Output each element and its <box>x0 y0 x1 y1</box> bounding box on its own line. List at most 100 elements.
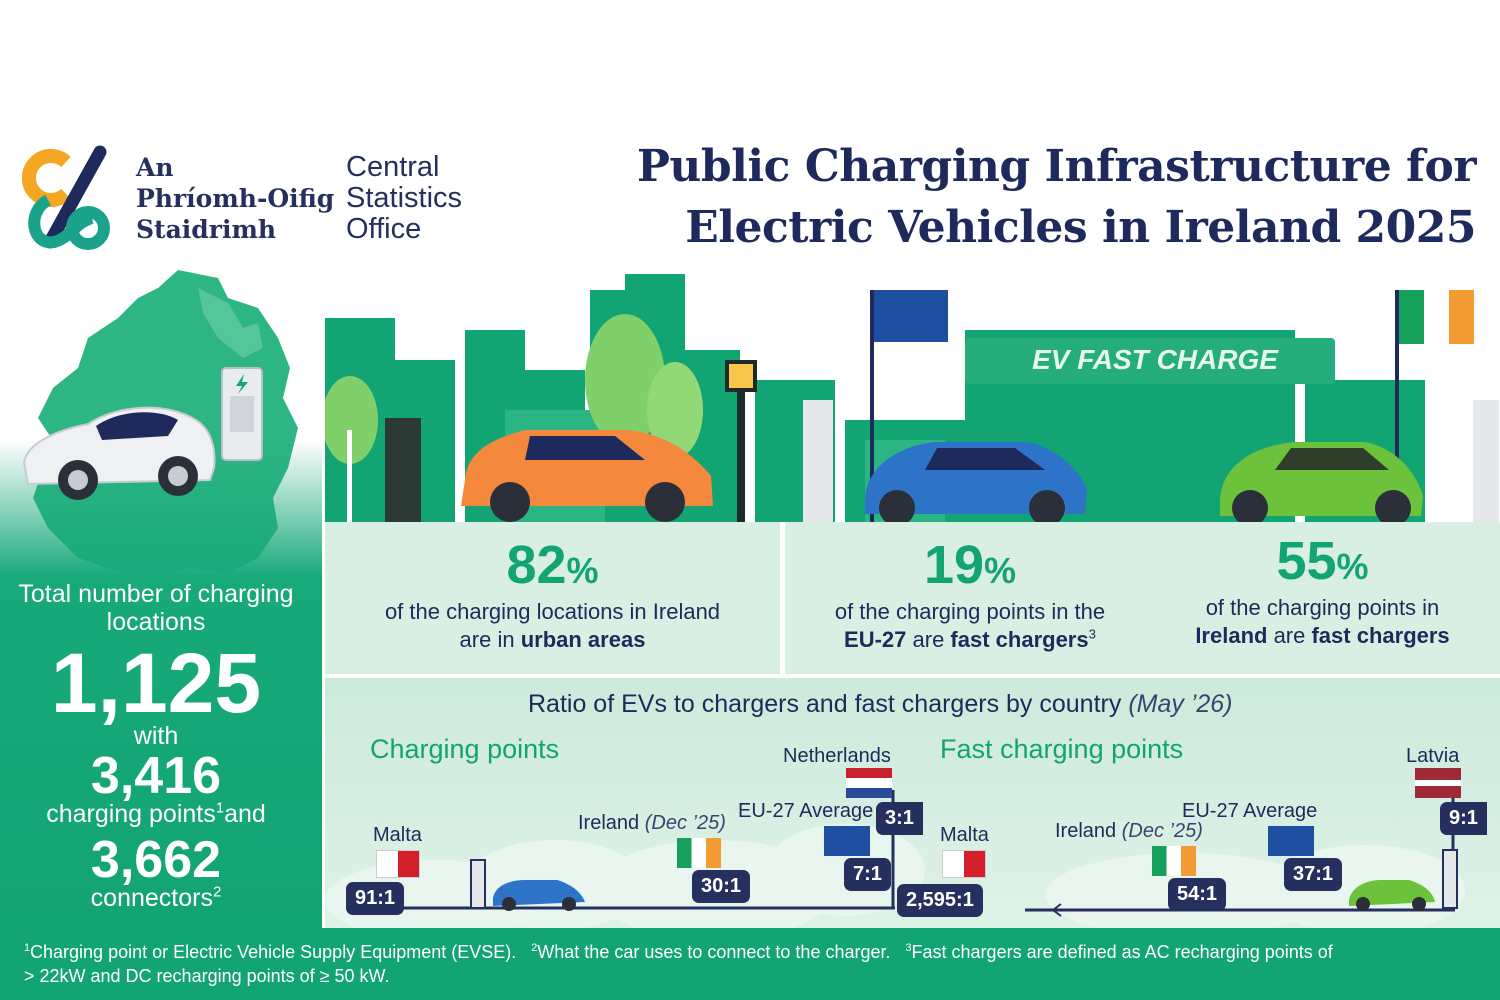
footnote-number: 2 <box>531 942 538 954</box>
title-line: Public Charging Infrastructure for <box>636 141 1477 192</box>
stat-card-urban: 82% of the charging locations in Ireland… <box>325 522 780 674</box>
country-label-netherlands: Netherlands <box>783 745 891 767</box>
stat-desc-bold: fast chargers <box>950 627 1089 652</box>
header <box>0 0 1500 100</box>
country-label-ireland: Ireland (Dec ’25) <box>1055 820 1203 843</box>
stat-desc-text: are <box>906 627 951 652</box>
connectors-label-text: connectors <box>90 884 213 912</box>
title-line: Electric Vehicles in Ireland 2025 <box>685 202 1476 253</box>
stat-description: of the charging points in Ireland are fa… <box>1145 594 1500 650</box>
logo-english-name: Central Statistics Office <box>346 152 462 245</box>
footnote-ref: 3 <box>1088 626 1096 642</box>
cso-logo-icon <box>22 145 110 250</box>
logo-irish-line: Phríomh-Oifig <box>136 184 335 213</box>
footnote-text: What the car uses to connect to the char… <box>537 942 891 962</box>
logo-irish-line: An <box>136 153 174 182</box>
white-car-illustration <box>22 406 216 500</box>
stat-description: of the charging locations in Ireland are… <box>325 598 780 654</box>
stat-unit: % <box>566 550 599 591</box>
ratio-value-malta-fast: 2,595:1 <box>897 884 983 917</box>
footnote-text: > 22kW and DC recharging points of ≥ 50 … <box>24 966 390 986</box>
ratio-title-text: Ratio of EVs to chargers and fast charge… <box>528 690 1122 718</box>
eu-flag-icon <box>824 826 870 856</box>
ireland-flag-icon <box>677 838 721 868</box>
country-note: (Dec ’25) <box>1121 820 1203 842</box>
country-label-latvia: Latvia <box>1406 745 1460 767</box>
ratio-value-malta: 91:1 <box>346 882 405 915</box>
country-label-malta: Malta <box>940 824 989 846</box>
footer: 1Charging point or Electric Vehicle Supp… <box>0 928 1500 1000</box>
stat-value: 82% <box>325 534 780 596</box>
stat-desc-line: EU-27 are fast chargers3 <box>785 626 1155 654</box>
ratio-title: Ratio of EVs to chargers and fast charge… <box>528 690 1233 719</box>
stat-value: 19% <box>785 534 1155 596</box>
page-title: Public Charging Infrastructure for Elect… <box>576 136 1477 258</box>
stat-desc-line: of the charging points in the <box>834 599 1106 624</box>
logo-english-line: Statistics <box>346 182 463 214</box>
stat-desc-line: of the charging points in <box>1205 595 1440 620</box>
logo-english-line: Central <box>346 151 440 183</box>
country-label-ireland: Ireland (Dec ’25) <box>578 812 726 835</box>
locations-label: Total number of charging locations <box>0 580 317 636</box>
points-label: charging points1and <box>0 800 317 829</box>
stat-desc-line: Ireland are fast chargers <box>1145 622 1500 650</box>
ratio-value-ireland: 30:1 <box>692 870 751 903</box>
stat-description: of the charging points in the EU-27 are … <box>785 598 1155 654</box>
wall-charger-icon <box>221 367 263 461</box>
country-note: (Dec ’25) <box>644 812 726 834</box>
logo-english-line: Office <box>346 213 422 245</box>
footnote-number: 1 <box>24 942 31 954</box>
footnotes: 1Charging point or Electric Vehicle Supp… <box>24 940 1464 988</box>
footnote-number: 3 <box>905 942 912 954</box>
country-name: Ireland <box>578 812 640 834</box>
eu-flag-icon <box>1268 826 1314 856</box>
stat-number: 82 <box>506 535 567 595</box>
stat-desc-text: are in <box>459 627 521 652</box>
ratio-value-ireland-fast: 54:1 <box>1168 878 1227 911</box>
stat-desc-line: of the charging locations in Ireland <box>384 599 721 624</box>
footnote-ref: 1 <box>215 799 225 817</box>
footnote-text: Charging point or Electric Vehicle Suppl… <box>30 942 517 962</box>
malta-flag-icon <box>376 850 420 878</box>
ratio-title-note: (May ’26) <box>1128 690 1233 718</box>
stat-desc-bold: fast chargers <box>1311 623 1450 648</box>
ratio-value-eu27-fast: 37:1 <box>1284 858 1343 891</box>
stat-number: 55 <box>1276 531 1337 591</box>
charging-points-heading: Charging points <box>370 734 560 764</box>
and-text: and <box>224 800 266 828</box>
footnote-ref: 2 <box>212 883 222 901</box>
ireland-flag-icon <box>1152 846 1196 876</box>
stat-desc-text: are <box>1267 623 1312 648</box>
stat-desc-bold: Ireland <box>1195 623 1268 648</box>
with-text: with <box>133 722 179 750</box>
logo-irish-name: An Phríomh-Oifig Staidrimh <box>136 152 334 245</box>
country-label-malta: Malta <box>373 824 422 846</box>
station-sign-text: EV FAST CHARGE <box>1032 344 1279 375</box>
points-label-text: charging points <box>46 800 216 828</box>
ratio-value-latvia: 9:1 <box>1440 802 1487 835</box>
latvia-flag-icon <box>1415 768 1461 798</box>
ratio-value-netherlands: 3:1 <box>876 802 923 835</box>
country-label-eu27: EU-27 Average <box>738 800 874 822</box>
stat-desc-bold: EU-27 <box>844 627 907 652</box>
connectors-label: connectors2 <box>0 884 317 913</box>
stat-number: 19 <box>923 535 985 595</box>
stat-card-eu-fast <box>785 522 1500 674</box>
stat-desc-bold: urban areas <box>520 627 646 652</box>
stat-desc-line: are in urban areas <box>325 626 780 654</box>
left-stats-panel <box>0 440 322 930</box>
stat-unit: % <box>984 550 1017 591</box>
stat-value: 55% <box>1145 530 1500 592</box>
country-label-eu27: EU-27 Average <box>1182 800 1318 822</box>
malta-flag-icon <box>942 850 986 878</box>
stat-unit: % <box>1336 546 1369 587</box>
connectors-value: 3,662 <box>90 831 222 889</box>
fast-charging-points-heading: Fast charging points <box>940 734 1184 764</box>
country-name: Ireland <box>1055 820 1117 842</box>
locations-value: 1,125 <box>50 636 262 730</box>
city-skyline-illustration: EV FAST CHARGE <box>325 274 1499 522</box>
footnote-text: Fast chargers are defined as AC rechargi… <box>911 942 1333 962</box>
netherlands-flag-icon <box>846 768 892 798</box>
logo-irish-line: Staidrimh <box>136 215 277 244</box>
points-value: 3,416 <box>90 747 222 805</box>
